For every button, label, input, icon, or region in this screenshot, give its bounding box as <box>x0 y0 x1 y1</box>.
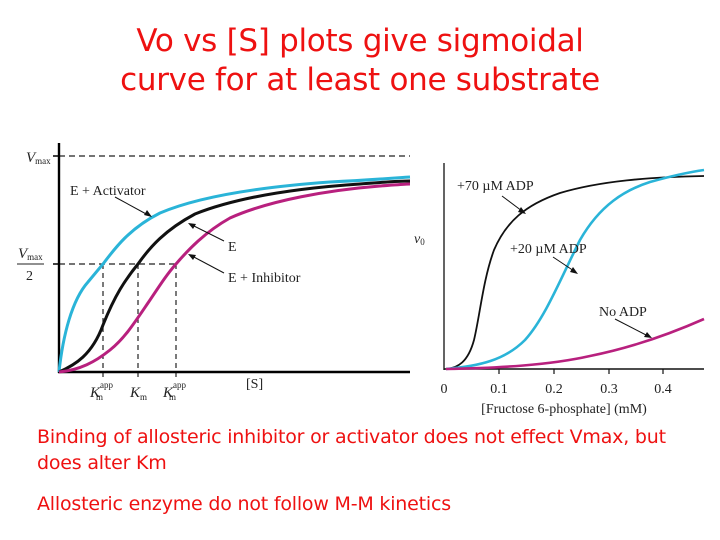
title-line-2: curve for at least one substrate <box>120 62 600 98</box>
svg-text:Vmax: Vmax <box>18 246 43 262</box>
activator-annotation: E + Activator <box>70 184 146 199</box>
inhibitor-curve <box>58 182 411 374</box>
km-app-activator-label: Kapp m <box>89 380 114 402</box>
enzyme-annotation: E <box>228 240 237 255</box>
s-axis-label: [S] <box>246 377 263 392</box>
half-vmax-label: Vmax 2 <box>17 246 44 284</box>
title-line-1: Vo vs [S] plots give sigmoidal <box>136 23 584 59</box>
x-tick-0-2: 0.2 <box>545 382 563 397</box>
fructose-axis-label: [Fructose 6-phosphate] (mM) <box>481 402 647 417</box>
km-app-inhibitor-label: Kapp m <box>162 380 187 402</box>
no-adp-curve <box>445 317 705 371</box>
left-chart: Vmax Vmax 2 E + Activator E E + Inhibito… <box>17 143 411 402</box>
svg-text:2: 2 <box>26 269 33 284</box>
activator-curve <box>57 175 411 373</box>
enzyme-curve <box>58 179 411 374</box>
caption-mm-kinetics: Allosteric enzyme do not follow M-M kine… <box>37 493 451 515</box>
adp-20-annotation: +20 µM ADP <box>510 242 587 257</box>
x-tick-0-4: 0.4 <box>654 382 672 397</box>
v0-axis-label: v0 <box>414 232 425 247</box>
km-label: Km <box>129 385 147 402</box>
inhibitor-annotation: E + Inhibitor <box>228 271 301 286</box>
x-tick-0-1: 0.1 <box>490 382 508 397</box>
x-tick-0-3: 0.3 <box>600 382 618 397</box>
adp-20-curve <box>445 168 705 371</box>
adp-70-curve <box>445 175 705 370</box>
caption-allosteric-binding: Binding of allosteric inhibitor or activ… <box>37 426 666 474</box>
vmax-label: Vmax <box>26 150 51 166</box>
right-chart: v0 +70 µM ADP +20 µM ADP No ADP 0 0.1 0.… <box>414 163 705 417</box>
slide-title: Vo vs [S] plots give sigmoidal curve for… <box>0 22 720 100</box>
adp-70-annotation: +70 µM ADP <box>457 179 534 194</box>
no-adp-annotation: No ADP <box>599 305 647 320</box>
x-tick-0: 0 <box>441 382 448 397</box>
